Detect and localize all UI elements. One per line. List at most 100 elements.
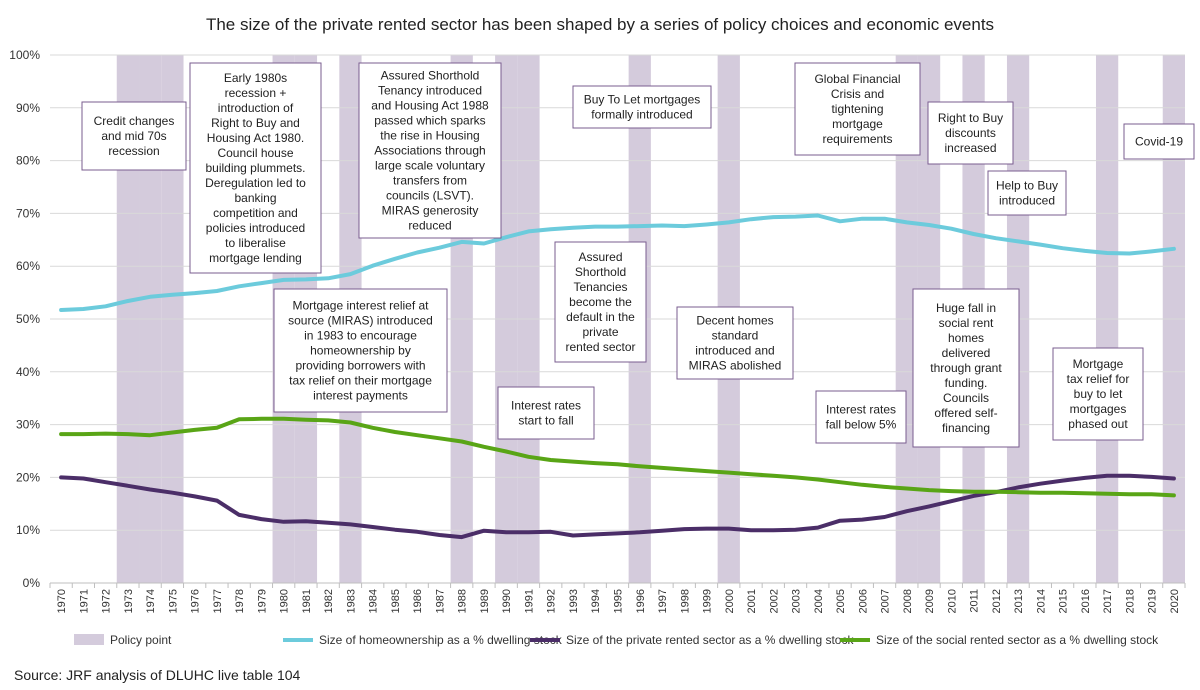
x-tick-label: 2016 [1080,589,1092,613]
x-tick-label: 2008 [902,589,914,613]
annotation-text-mortgage-tax-relief: tax relief for [1067,372,1130,386]
series-line-0 [59,213,1176,312]
y-tick-label: 30% [16,418,40,432]
x-tick-label: 1983 [345,589,357,613]
x-tick-label: 1990 [501,589,513,613]
annotation-text-rates-fall: start to fall [518,414,573,428]
annotation-text-credit-changes: and mid 70s [101,129,166,143]
annotation-text-rates-below-5: fall below 5% [826,418,897,432]
annotation-text-covid: Covid-19 [1135,135,1183,149]
annotation-text-miras: source (MIRAS) introduced [288,314,433,328]
x-tick-label: 1991 [523,589,535,613]
annotation-text-early-1980s: Right to Buy and [211,116,300,130]
annotation-text-early-1980s: banking [234,191,276,205]
annotation-text-mortgage-tax-relief: buy to let [1074,387,1123,401]
x-tick-label: 2015 [1058,589,1070,613]
x-tick-label: 1989 [479,589,491,613]
x-tick-label: 1980 [279,589,291,613]
annotation-text-social-rent-fall: offered self- [934,406,997,420]
annotation-text-early-1980s: Housing Act 1980. [207,131,304,145]
annotation-text-assured-shorthold-1988: large scale voluntary [375,159,485,173]
annotation-text-assured-shorthold-1988: Tenancy introduced [378,84,482,98]
annotation-text-gfc: requirements [822,132,892,146]
annotation-text-credit-changes: Credit changes [94,114,175,128]
annotation-text-rates-fall: Interest rates [511,399,581,413]
y-tick-label: 60% [16,259,40,273]
annotation-text-rtb-discounts: increased [944,141,996,155]
legend-label-series-1: Size of the private rented sector as a %… [566,633,854,647]
x-tick-label: 2018 [1124,589,1136,613]
annotation-text-help-to-buy: introduced [999,194,1055,208]
annotation-box-covid [1123,123,1195,160]
annotation-text-ast-default: Assured [578,250,622,264]
annotation-text-early-1980s: recession + [225,86,287,100]
annotation-text-social-rent-fall: delivered [942,346,991,360]
annotation-text-mortgage-tax-relief: phased out [1068,417,1128,431]
annotation-text-miras: in 1983 to encourage [304,329,417,343]
y-tick-label: 20% [16,470,40,484]
x-tick-label: 1998 [679,589,691,613]
y-tick-label: 0% [23,576,41,590]
x-tick-label: 2007 [880,589,892,613]
annotation-box-rtb-discounts [927,101,1014,165]
x-tick-label: 1970 [56,589,68,613]
annotation-text-assured-shorthold-1988: reduced [408,219,451,233]
source-note: Source: JRF analysis of DLUHC live table… [14,667,301,683]
annotation-box-miras [273,288,448,413]
x-tick-label: 2012 [991,589,1003,613]
annotation-text-social-rent-fall: Huge fall in [936,301,996,315]
annotation-text-gfc: mortgage [832,117,883,131]
x-tick-label: 1973 [123,589,135,613]
x-tick-label: 1978 [234,589,246,613]
x-tick-label: 1997 [657,589,669,613]
annotation-box-social-rent-fall [912,288,1020,448]
x-tick-label: 1993 [568,589,580,613]
x-tick-label: 2010 [946,589,958,613]
annotation-text-early-1980s: Council house [217,146,293,160]
x-tick-label: 2011 [969,589,981,613]
annotation-text-ast-default: Tenancies [573,280,627,294]
annotation-text-social-rent-fall: funding. [945,376,988,390]
x-tick-label: 2003 [791,589,803,613]
x-tick-label: 2013 [1013,589,1025,613]
x-tick-label: 1995 [613,589,625,613]
annotation-text-ast-default: rented sector [565,340,635,354]
annotation-text-early-1980s: to liberalise [225,236,286,250]
annotation-text-early-1980s: introduction of [218,101,294,115]
annotation-text-early-1980s: Deregulation led to [205,176,306,190]
annotation-text-ast-default: Shorthold [575,265,626,279]
annotation-text-miras: homeownership by [310,344,411,358]
annotation-box-gfc [794,62,921,156]
y-tick-label: 80% [16,154,40,168]
annotation-text-decent-homes: MIRAS abolished [689,359,782,373]
annotation-text-assured-shorthold-1988: Associations through [374,144,485,158]
annotation-text-buy-to-let: Buy To Let mortgages [584,93,701,107]
annotation-text-early-1980s: Early 1980s [224,71,287,85]
annotation-text-rtb-discounts: Right to Buy [938,111,1003,125]
annotation-text-decent-homes: introduced and [695,344,774,358]
x-tick-label: 2001 [746,589,758,613]
annotation-text-early-1980s: building plummets. [205,161,305,175]
x-tick-label: 2004 [813,589,825,613]
annotation-text-social-rent-fall: through grant [930,361,1002,375]
x-tick-label: 1999 [702,589,714,613]
annotation-text-miras: interest payments [313,389,408,403]
x-tick-label: 1992 [546,589,558,613]
y-tick-label: 40% [16,365,40,379]
annotation-text-assured-shorthold-1988: MIRAS generosity [382,204,479,218]
legend-swatch-policy-point [74,634,104,645]
annotation-box-rates-below-5 [815,390,907,444]
annotation-text-early-1980s: mortgage lending [209,251,302,265]
legend-label-policy-point: Policy point [110,633,172,647]
annotation-box-decent-homes [676,306,794,380]
annotation-text-assured-shorthold-1988: the rise in Housing [380,129,479,143]
annotation-text-rates-below-5: Interest rates [826,403,896,417]
annotation-text-assured-shorthold-1988: Assured Shorthold [381,69,480,83]
annotation-text-assured-shorthold-1988: and Housing Act 1988 [371,99,489,113]
x-tick-label: 1996 [635,589,647,613]
x-tick-label: 1979 [256,589,268,613]
annotation-text-mortgage-tax-relief: mortgages [1070,402,1127,416]
annotation-text-mortgage-tax-relief: Mortgage [1073,357,1124,371]
x-tick-label: 1986 [412,589,424,613]
annotation-box-assured-shorthold-1988 [358,62,502,239]
